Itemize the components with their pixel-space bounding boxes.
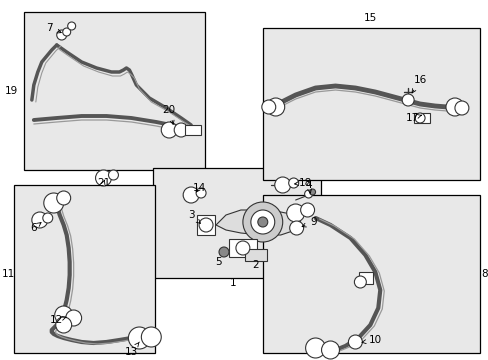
Circle shape [274, 177, 290, 193]
Text: 12: 12 [50, 315, 66, 325]
Text: 11: 11 [1, 269, 15, 279]
Circle shape [401, 94, 413, 106]
Bar [14, 185, 155, 353]
Text: 10: 10 [361, 335, 381, 345]
Text: 19: 19 [5, 86, 19, 96]
Circle shape [261, 100, 275, 114]
Circle shape [266, 98, 284, 116]
Circle shape [196, 188, 205, 198]
Circle shape [62, 28, 71, 36]
Circle shape [250, 210, 274, 234]
Circle shape [354, 276, 366, 288]
Text: 17: 17 [405, 113, 421, 123]
Circle shape [174, 123, 188, 137]
Circle shape [414, 113, 424, 123]
Bar [244, 249, 266, 261]
Circle shape [141, 327, 161, 347]
Circle shape [304, 190, 312, 198]
Text: 1: 1 [229, 278, 236, 288]
Text: 6: 6 [30, 222, 41, 233]
Circle shape [65, 310, 81, 326]
Circle shape [235, 241, 249, 255]
Bar [359, 272, 372, 284]
Circle shape [108, 170, 118, 180]
Circle shape [43, 213, 53, 223]
Circle shape [32, 212, 48, 228]
Circle shape [454, 101, 468, 115]
Circle shape [286, 204, 304, 222]
Text: 4: 4 [305, 180, 311, 193]
Polygon shape [216, 210, 300, 235]
Circle shape [309, 189, 315, 195]
Circle shape [95, 170, 111, 186]
Text: 14: 14 [192, 183, 205, 193]
Text: 20: 20 [163, 105, 175, 125]
Bar [262, 195, 479, 353]
Circle shape [288, 178, 298, 188]
Circle shape [56, 317, 72, 333]
Circle shape [289, 221, 303, 235]
Text: 3: 3 [187, 210, 200, 223]
Circle shape [243, 202, 282, 242]
Text: 9: 9 [302, 217, 316, 227]
Circle shape [67, 22, 76, 30]
Circle shape [57, 30, 66, 40]
Circle shape [161, 122, 177, 138]
Circle shape [257, 217, 267, 227]
Circle shape [305, 338, 325, 358]
Bar [24, 12, 204, 170]
Text: 13: 13 [124, 342, 139, 357]
Bar [153, 168, 320, 278]
Text: 18: 18 [294, 178, 312, 188]
Circle shape [219, 247, 228, 257]
Bar [262, 28, 479, 180]
Circle shape [300, 203, 314, 217]
Text: 8: 8 [481, 269, 487, 279]
Circle shape [199, 218, 213, 232]
Circle shape [128, 327, 150, 349]
Text: 16: 16 [411, 75, 426, 93]
Bar [197, 215, 215, 235]
Text: 2: 2 [252, 260, 259, 270]
Text: 5: 5 [215, 257, 222, 267]
Circle shape [183, 187, 199, 203]
Circle shape [445, 98, 463, 116]
Bar [185, 125, 201, 135]
Circle shape [44, 193, 63, 213]
Circle shape [57, 191, 71, 205]
Circle shape [55, 306, 73, 324]
Text: 7: 7 [46, 23, 61, 33]
Text: 15: 15 [363, 13, 376, 23]
Circle shape [348, 335, 362, 349]
Text: 21: 21 [97, 178, 110, 188]
Bar [413, 113, 429, 123]
Circle shape [321, 341, 339, 359]
Bar [228, 239, 256, 257]
